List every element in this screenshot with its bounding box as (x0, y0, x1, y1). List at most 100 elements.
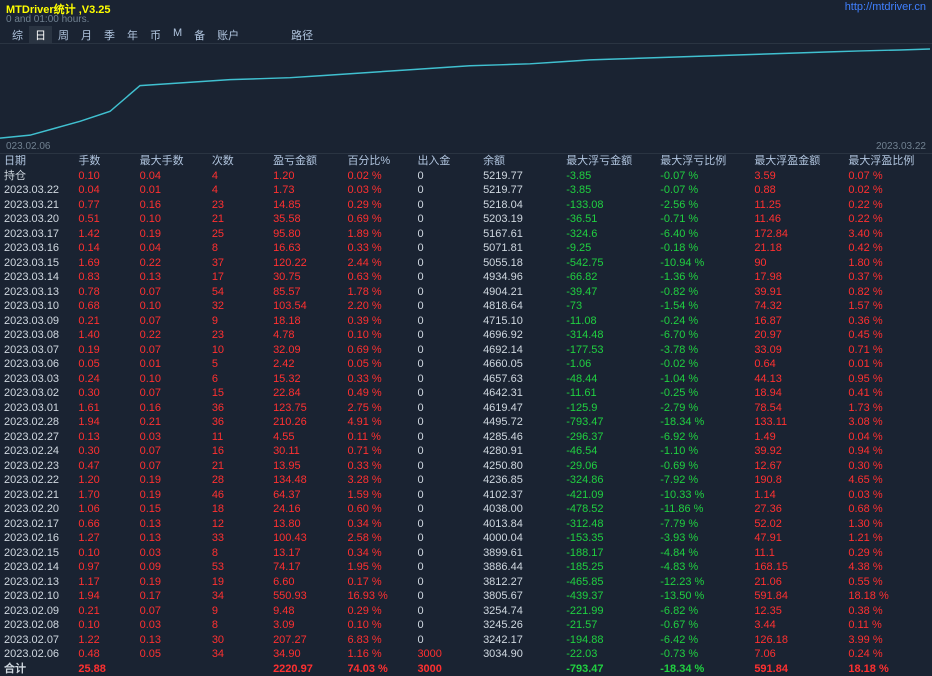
cell: 3805.67 (479, 589, 562, 604)
cell: 0.03 (136, 618, 208, 633)
cell: 0 (413, 314, 479, 329)
cell: 1.89 % (343, 227, 413, 242)
col-header[interactable]: 日期 (0, 154, 74, 169)
cell: 3899.61 (479, 546, 562, 561)
cell: 1.94 (74, 589, 135, 604)
cell: 2.20 % (343, 299, 413, 314)
cell: 24.16 (269, 502, 343, 517)
cell: 0.82 % (844, 285, 932, 300)
cell: -11.61 (562, 386, 656, 401)
cell: -0.07 % (656, 169, 750, 184)
cell: 0.29 % (343, 604, 413, 619)
tab-2[interactable]: 周 (52, 26, 75, 43)
cell: 0.09 (136, 560, 208, 575)
table-row: 2023.03.020.300.071522.840.49 %04642.31-… (0, 386, 932, 401)
cell: 0.37 % (844, 270, 932, 285)
cell: -36.51 (562, 212, 656, 227)
col-header[interactable]: 百分比% (343, 154, 413, 169)
table-row: 2023.03.090.210.07918.180.39 %04715.10-1… (0, 314, 932, 329)
col-header[interactable]: 最大手数 (136, 154, 208, 169)
cell: 190.8 (750, 473, 844, 488)
cell: 0.30 (74, 386, 135, 401)
cell: 0.07 (136, 459, 208, 474)
cell: 2023.02.17 (0, 517, 74, 532)
cell: 0 (413, 241, 479, 256)
cell: 4818.64 (479, 299, 562, 314)
cell: 8 (208, 546, 269, 561)
table-row: 2023.03.210.770.162314.850.29 %05218.04-… (0, 198, 932, 213)
cell: 0.03 % (844, 488, 932, 503)
cell: 4692.14 (479, 343, 562, 358)
cell: 2.75 % (343, 401, 413, 416)
cell: 4285.46 (479, 430, 562, 445)
cell: 4236.85 (479, 473, 562, 488)
cell: 0.71 % (343, 444, 413, 459)
cell: -296.37 (562, 430, 656, 445)
cell: 30.11 (269, 444, 343, 459)
cell: 2023.02.09 (0, 604, 74, 619)
cell: 134.48 (269, 473, 343, 488)
cell: 3886.44 (479, 560, 562, 575)
cell: 5055.18 (479, 256, 562, 271)
tab-bar: 综日周月季年币M备账户 路径 (0, 26, 932, 44)
cell: 0.45 % (844, 328, 932, 343)
cell: 0.88 (750, 183, 844, 198)
tab-0[interactable]: 综 (6, 26, 29, 43)
col-header[interactable]: 最大浮盈比例 (844, 154, 932, 169)
cell: 0.13 (74, 430, 135, 445)
cell: 0 (413, 183, 479, 198)
cell: 10 (208, 343, 269, 358)
tab-9[interactable]: 账户 (211, 26, 245, 43)
cell: 0.10 (136, 299, 208, 314)
cell: 2023.02.23 (0, 459, 74, 474)
col-header[interactable]: 盈亏金额 (269, 154, 343, 169)
col-header[interactable]: 手数 (74, 154, 135, 169)
cell: -4.84 % (656, 546, 750, 561)
cell: -6.42 % (656, 633, 750, 648)
cell: -194.88 (562, 633, 656, 648)
col-header[interactable]: 最大浮亏金额 (562, 154, 656, 169)
col-header[interactable]: 最大浮盈金额 (750, 154, 844, 169)
cell: -18.34 % (656, 415, 750, 430)
cell: -4.83 % (656, 560, 750, 575)
col-header[interactable]: 余额 (479, 154, 562, 169)
cell: 35.58 (269, 212, 343, 227)
tab-5[interactable]: 年 (121, 26, 144, 43)
cell: 0.83 (74, 270, 135, 285)
col-header[interactable]: 出入金 (413, 154, 479, 169)
tab-8[interactable]: 备 (188, 26, 211, 43)
cell: 20.97 (750, 328, 844, 343)
cell: 2023.02.14 (0, 560, 74, 575)
cell: 5219.77 (479, 169, 562, 184)
tab-3[interactable]: 月 (75, 26, 98, 43)
cell: -29.06 (562, 459, 656, 474)
cell: 0.07 (136, 314, 208, 329)
cell: 0.66 (74, 517, 135, 532)
header-url[interactable]: http://mtdriver.cn (845, 1, 926, 13)
tab-7[interactable]: M (167, 26, 188, 43)
tab-1[interactable]: 日 (29, 26, 52, 43)
tab-path[interactable]: 路径 (285, 26, 319, 43)
cell: -7.79 % (656, 517, 750, 532)
cell: 0.10 % (343, 328, 413, 343)
cell: 2023.02.27 (0, 430, 74, 445)
cell: 0 (413, 169, 479, 184)
col-header[interactable]: 最大浮亏比例 (656, 154, 750, 169)
cell: 21.06 (750, 575, 844, 590)
cell: -542.75 (562, 256, 656, 271)
cell: 4 (208, 183, 269, 198)
cell: 6.60 (269, 575, 343, 590)
cell: -66.82 (562, 270, 656, 285)
col-header[interactable]: 次数 (208, 154, 269, 169)
cell: 39.91 (750, 285, 844, 300)
cell: 46 (208, 488, 269, 503)
cell: 0.19 (136, 488, 208, 503)
cell: 1.78 % (343, 285, 413, 300)
tab-6[interactable]: 币 (144, 26, 167, 43)
table-row: 2023.03.160.140.04816.630.33 %05071.81-9… (0, 241, 932, 256)
tab-4[interactable]: 季 (98, 26, 121, 43)
cell: 210.26 (269, 415, 343, 430)
cell: 0.03 (136, 546, 208, 561)
cell: 0.33 % (343, 372, 413, 387)
cell: 0.07 % (844, 169, 932, 184)
